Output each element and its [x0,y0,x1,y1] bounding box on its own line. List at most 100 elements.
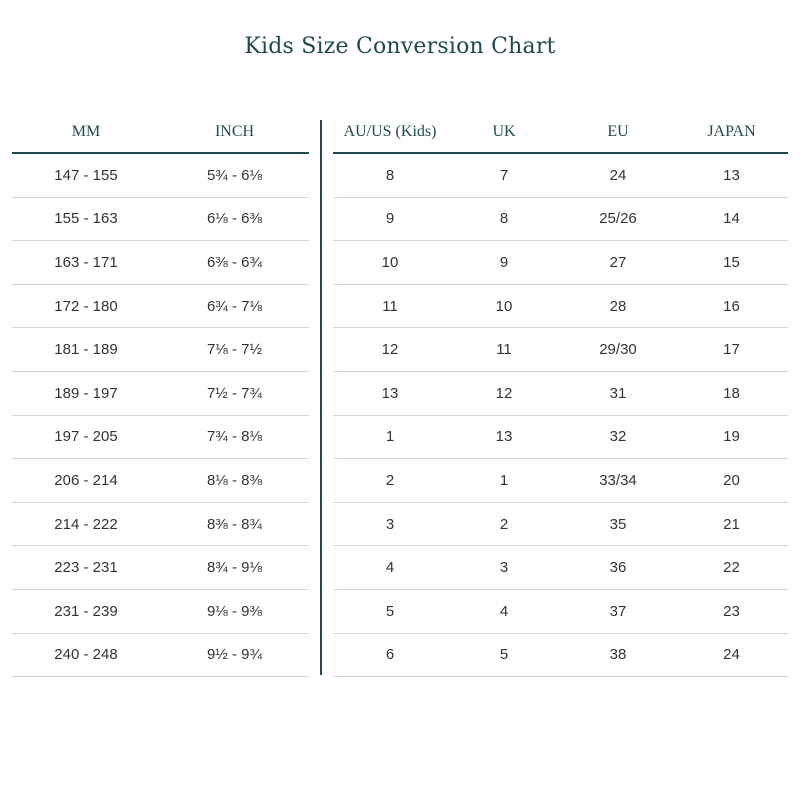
table-row: 4 3 36 22 [333,546,788,590]
table-divider [320,120,322,675]
measurement-table: MM INCH 147 - 155 5¾ - 6⅛ 155 - 163 6⅛ - 6⅜… [12,112,309,678]
table-row: 172 - 180 6¾ - 7⅛ [12,285,309,329]
au-us-cell: 3 [385,515,395,533]
table-row: 3 2 35 21 [333,503,788,547]
uk-cell: 10 [495,297,513,315]
header-eu: EU [607,123,629,140]
au-us-cell: 2 [385,471,395,489]
eu-cell: 38 [609,646,627,664]
table-row: 231 - 239 9⅛ - 9⅜ [12,590,309,634]
mm-cell: 147 - 155 [54,166,118,184]
inch-cell: 7⅛ - 7½ [206,341,263,359]
au-us-cell: 8 [385,166,395,184]
japan-cell: 13 [723,166,740,184]
uk-cell: 2 [499,515,509,533]
au-us-cell: 1 [385,428,395,446]
eu-cell: 27 [609,253,627,271]
japan-cell: 16 [723,297,740,315]
measurement-header-row: MM INCH [12,112,309,154]
table-row: 155 - 163 6⅛ - 6⅜ [12,198,309,242]
mm-cell: 214 - 222 [54,515,118,533]
table-row: 163 - 171 6⅜ - 6¾ [12,241,309,285]
japan-cell: 23 [723,602,740,620]
table-row: 181 - 189 7⅛ - 7½ [12,328,309,372]
eu-cell: 33/34 [599,471,637,489]
uk-cell: 5 [499,646,509,664]
size-table-body: 8 7 24 13 9 8 25/26 14 10 9 27 15 11 10 28 16 12 11 29/30 1… [333,154,788,678]
eu-cell: 32 [609,428,627,446]
inch-cell: 5¾ - 6⅛ [206,166,263,184]
inch-cell: 8⅛ - 8⅜ [206,471,263,489]
au-us-cell: 4 [385,559,395,577]
japan-cell: 18 [723,384,740,402]
au-us-cell: 13 [381,384,399,402]
mm-cell: 197 - 205 [54,428,118,446]
table-row: 214 - 222 8⅜ - 8¾ [12,503,309,547]
table-row: 9 8 25/26 14 [333,198,788,242]
eu-cell: 36 [609,559,627,577]
inch-cell: 7½ - 7¾ [206,384,263,402]
eu-cell: 35 [609,515,627,533]
mm-cell: 223 - 231 [54,559,118,577]
eu-cell: 29/30 [599,341,637,359]
japan-cell: 20 [723,471,740,489]
header-uk: UK [492,123,516,140]
table-row: 10 9 27 15 [333,241,788,285]
mm-cell: 240 - 248 [54,646,118,664]
inch-cell: 8¾ - 9⅛ [206,559,263,577]
table-row: 8 7 24 13 [333,154,788,198]
au-us-cell: 6 [385,646,395,664]
mm-cell: 163 - 171 [54,253,118,271]
inch-cell: 6⅜ - 6¾ [206,253,263,271]
japan-cell: 14 [723,210,740,228]
table-row: 189 - 197 7½ - 7¾ [12,372,309,416]
measurement-table-body: 147 - 155 5¾ - 6⅛ 155 - 163 6⅛ - 6⅜ 163 - 17… [12,154,309,678]
size-header-row: AU/US (Kids) UK EU JAPAN [333,112,788,154]
table-row: 240 - 248 9½ - 9¾ [12,634,309,678]
japan-cell: 24 [723,646,740,664]
japan-cell: 22 [723,559,740,577]
inch-cell: 7¾ - 8⅛ [206,428,263,446]
uk-cell: 1 [499,471,509,489]
uk-cell: 7 [499,166,509,184]
au-us-cell: 5 [385,602,395,620]
au-us-cell: 10 [381,253,399,271]
table-row: 11 10 28 16 [333,285,788,329]
table-row: 147 - 155 5¾ - 6⅛ [12,154,309,198]
mm-cell: 231 - 239 [54,602,118,620]
eu-cell: 31 [609,384,627,402]
mm-cell: 189 - 197 [54,384,118,402]
table-row: 6 5 38 24 [333,634,788,678]
inch-cell: 9⅛ - 9⅜ [206,602,263,620]
uk-cell: 9 [499,253,509,271]
uk-cell: 13 [495,428,513,446]
japan-cell: 15 [723,253,740,271]
japan-cell: 19 [723,428,740,446]
table-row: 223 - 231 8¾ - 9⅛ [12,546,309,590]
uk-cell: 12 [495,384,513,402]
mm-cell: 172 - 180 [54,297,118,315]
eu-cell: 24 [609,166,627,184]
header-au-us-kids: AU/US (Kids) [343,123,437,140]
inch-cell: 9½ - 9¾ [206,646,263,664]
au-us-cell: 9 [385,210,395,228]
mm-cell: 181 - 189 [54,341,118,359]
uk-cell: 3 [499,559,509,577]
header-mm: MM [71,123,101,140]
table-row: 13 12 31 18 [333,372,788,416]
japan-cell: 17 [723,341,740,359]
eu-cell: 28 [609,297,627,315]
header-japan: JAPAN [707,123,756,140]
mm-cell: 155 - 163 [54,210,118,228]
inch-cell: 6¾ - 7⅛ [206,297,263,315]
uk-cell: 4 [499,602,509,620]
table-row: 1 13 32 19 [333,416,788,460]
eu-cell: 25/26 [599,210,637,228]
header-inch: INCH [214,123,255,140]
eu-cell: 37 [609,602,627,620]
table-row: 12 11 29/30 17 [333,328,788,372]
inch-cell: 6⅛ - 6⅜ [206,210,263,228]
uk-cell: 8 [499,210,509,228]
mm-cell: 206 - 214 [54,471,118,489]
uk-cell: 11 [496,341,512,359]
